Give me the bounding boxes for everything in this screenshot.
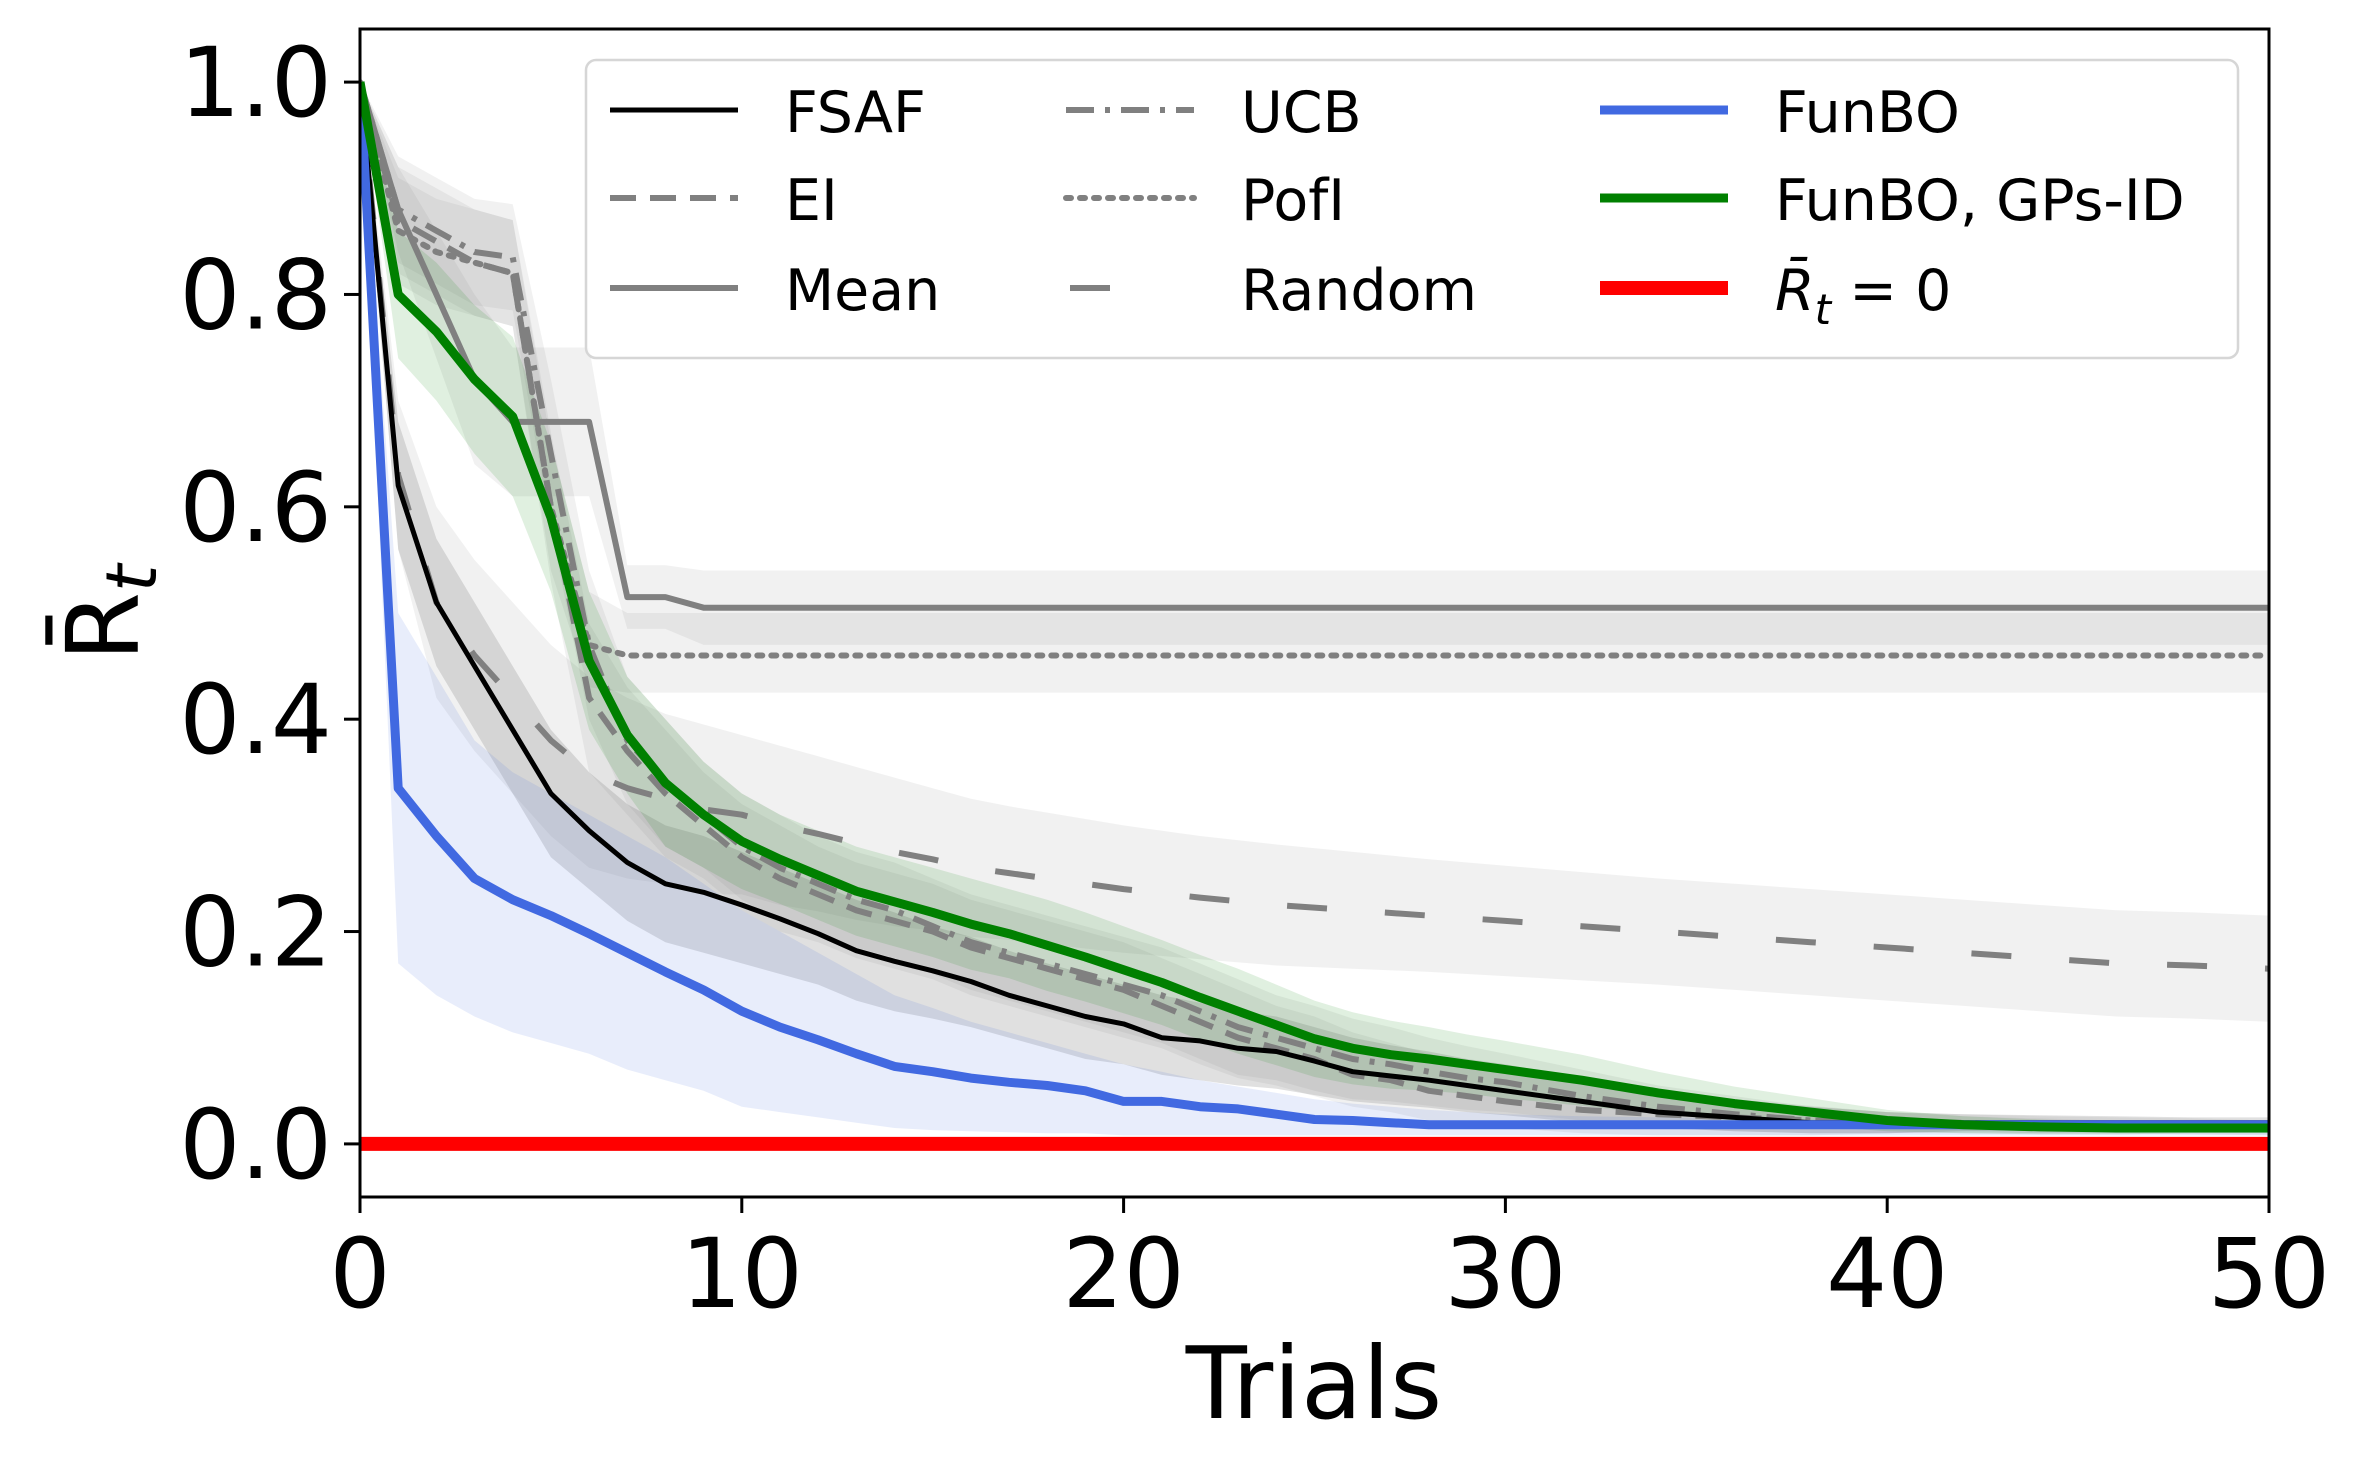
legend-box: [584, 58, 2240, 360]
band-ei: [360, 82, 2269, 1136]
y-tick-label: 0.0: [179, 1089, 332, 1201]
x-axis-title: Trials: [1185, 1325, 1442, 1442]
legend-label: Mean: [785, 258, 940, 324]
y-tick-label: 0.2: [179, 877, 332, 989]
x-tick-label: 20: [1063, 1218, 1185, 1330]
x-tick-label: 30: [1444, 1218, 1566, 1330]
x-tick-label: 40: [1826, 1218, 1948, 1330]
band-pofi: [360, 82, 2269, 693]
x-tick-label: 10: [681, 1218, 803, 1330]
plot-bands: [360, 82, 2269, 1136]
y-axis: 0.0 0.2 0.4 0.6 0.8 1.0: [179, 27, 360, 1201]
plot-frame: [358, 27, 2271, 1199]
y-tick-label: 0.8: [179, 239, 332, 351]
legend-label: FSAF: [785, 80, 926, 146]
x-tick-label: 0: [329, 1218, 390, 1330]
y-tick-label: 0.4: [179, 664, 332, 776]
y-tick-label: 0.6: [179, 452, 332, 564]
plot-lines: [360, 79, 2269, 1151]
legend-label: EI: [785, 168, 838, 234]
y-axis-title-symbol: R̄: [45, 592, 162, 661]
band-funbo: [360, 82, 2269, 1136]
x-axis: 0 10 20 30 40 50: [329, 1197, 2330, 1330]
series-line-fsaf: [360, 81, 2269, 1126]
y-tick-label: 1.0: [179, 27, 332, 139]
band-mean: [360, 82, 2269, 645]
band-random: [360, 82, 2269, 1022]
series-line-pofi: [360, 79, 2269, 659]
legend-label: PofI: [1241, 168, 1345, 234]
legend-label: FunBO, GPs-ID: [1775, 168, 2185, 234]
band-ucb: [360, 82, 2269, 1134]
y-axis-title: R̄t: [45, 562, 173, 661]
legend-label: R̄t = 0: [1775, 257, 1951, 334]
x-tick-label: 50: [2208, 1218, 2330, 1330]
series-line-random: [360, 81, 2269, 972]
legend-label: UCB: [1241, 80, 1362, 146]
y-axis-title-subscript: t: [91, 562, 173, 592]
legend-label: Random: [1241, 258, 1477, 324]
band-funbo-gps-id: [360, 82, 2269, 1135]
series-line-funbo-gps-id: [360, 81, 2269, 1133]
legend: FSAF EI Mean UCB PofI Random FunBO FunBO, GPs-I…: [584, 58, 2240, 360]
series-line-funbo: [360, 81, 2269, 1130]
legend-label: FunBO: [1775, 80, 1960, 146]
